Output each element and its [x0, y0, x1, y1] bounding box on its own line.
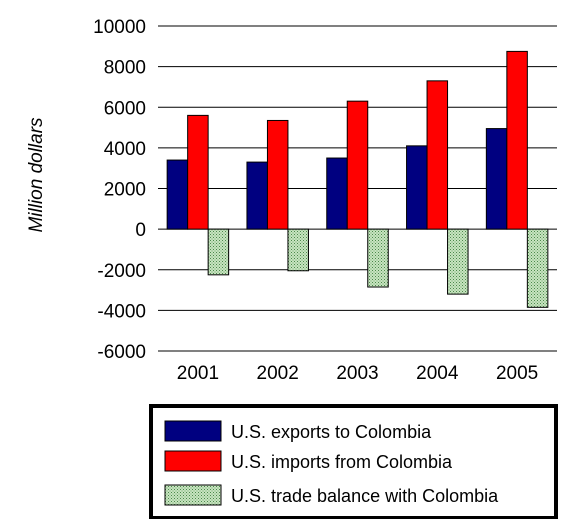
legend-swatch	[164, 420, 222, 442]
legend: U.S. exports to Colombia U.S. imports fro…	[149, 404, 558, 519]
y-ticks: 10000 8000 6000 4000 2000 0 -2000 -4000 -6000	[93, 17, 146, 363]
y-tick-label: -2000	[97, 261, 146, 282]
bar-balance-2001	[207, 228, 230, 276]
x-ticks: 2001 2002 2003 2004 2005	[177, 363, 538, 384]
bars	[166, 50, 549, 308]
bar-imports-2001	[187, 114, 209, 230]
legend-label: U.S. imports from Colombia	[231, 452, 453, 472]
y-tick-label: 6000	[104, 98, 146, 119]
y-tick-label: 0	[135, 220, 146, 241]
bar-exports-2004	[406, 145, 428, 230]
legend-swatch	[164, 450, 222, 472]
x-tick-label: 2002	[257, 363, 299, 384]
y-tick-label: 10000	[93, 17, 146, 38]
x-tick-label: 2001	[177, 363, 219, 384]
y-tick-label: -4000	[97, 301, 146, 322]
y-tick-label: -6000	[97, 342, 146, 363]
bar-imports-2002	[266, 119, 289, 230]
bar-imports-2005	[506, 50, 528, 230]
bar-imports-2003	[346, 100, 369, 230]
bar-balance-2002	[287, 228, 309, 272]
legend-swatch	[164, 484, 222, 506]
bar-balance-2004	[447, 228, 469, 295]
y-tick-label: 2000	[104, 180, 146, 201]
x-tick-label: 2004	[416, 363, 459, 384]
bar-exports-2005	[485, 128, 508, 230]
bar-balance-2005	[526, 228, 549, 308]
bar-exports-2002	[246, 161, 268, 230]
y-tick-label: 4000	[104, 139, 146, 160]
bar-exports-2001	[166, 159, 189, 230]
y-tick-label: 8000	[104, 58, 146, 79]
legend-label: U.S. trade balance with Colombia	[231, 486, 499, 506]
bar-balance-2003	[367, 228, 389, 288]
x-tick-label: 2005	[496, 363, 538, 384]
bar-imports-2004	[426, 80, 449, 230]
x-tick-label: 2003	[336, 363, 378, 384]
y-axis-label: Million dollars	[26, 117, 47, 233]
legend-label: U.S. exports to Colombia	[231, 422, 432, 442]
bar-exports-2003	[326, 157, 348, 230]
